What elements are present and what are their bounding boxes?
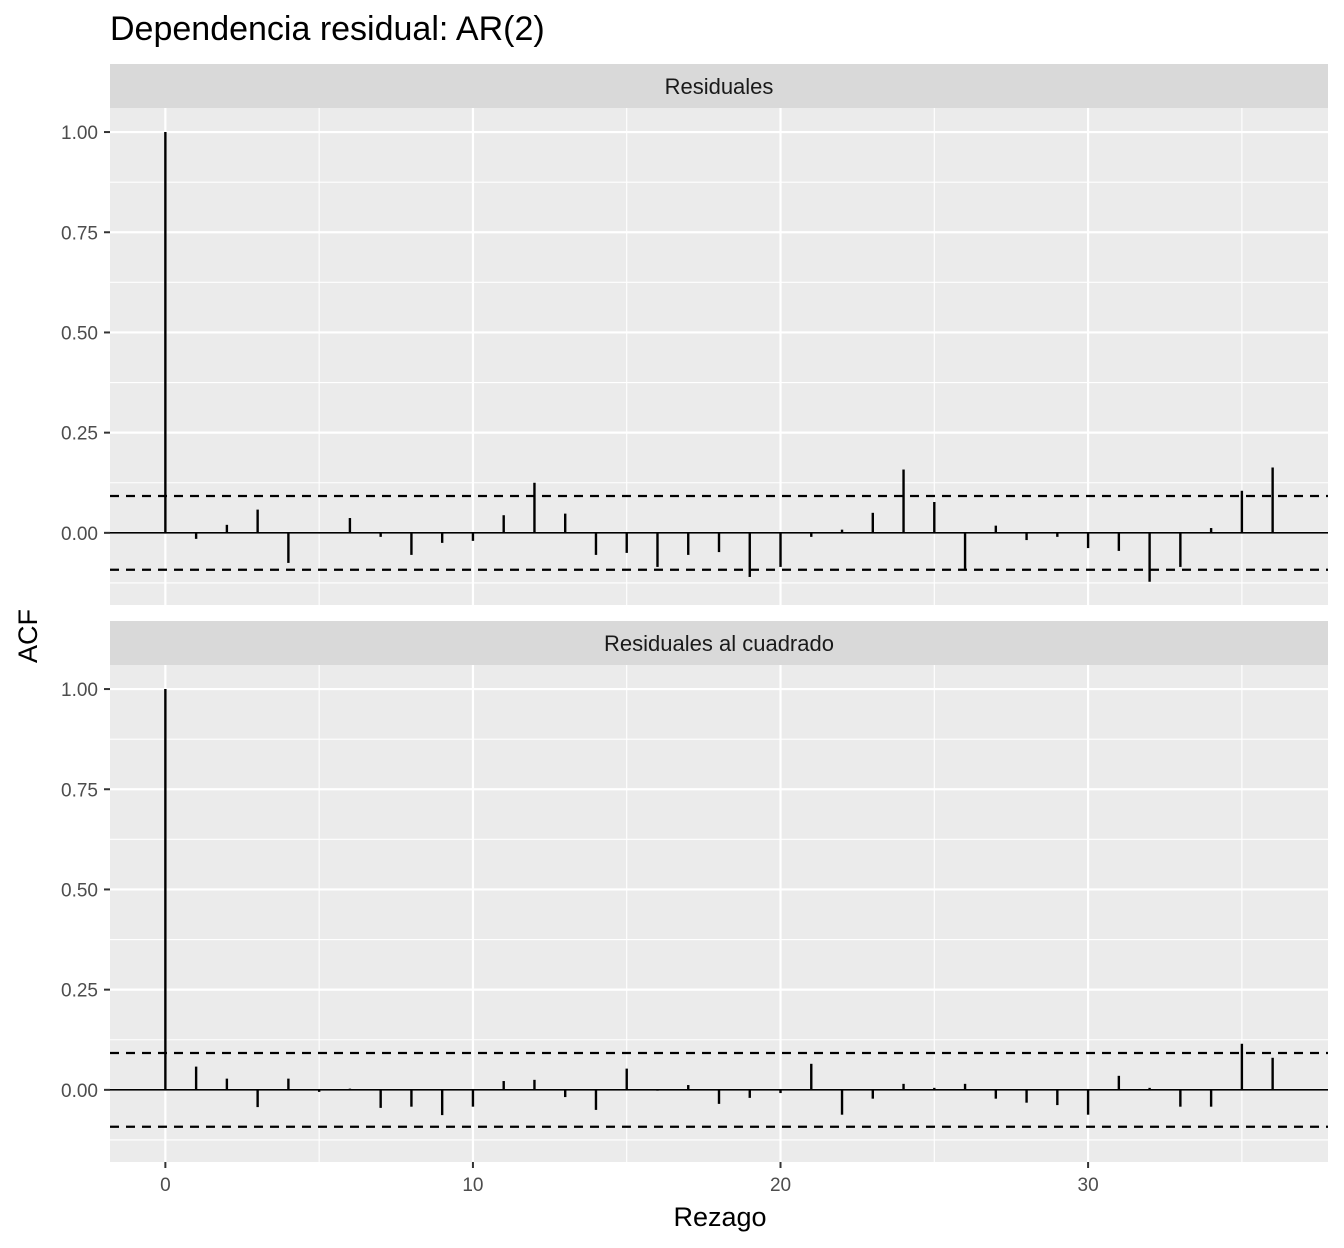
y-tick-label: 0.25 bbox=[61, 424, 98, 445]
facet-panel: Residuales al cuadrado 0.00 0.25 0.50 0.75 1.… bbox=[61, 621, 1328, 1162]
x-axis-title: Rezago bbox=[673, 1202, 766, 1232]
x-tick-label: 20 bbox=[770, 1175, 791, 1196]
y-tick-label: 0.25 bbox=[61, 981, 98, 1002]
y-tick-label: 0.00 bbox=[61, 524, 98, 545]
y-tick-label: 0.00 bbox=[61, 1081, 98, 1102]
y-axis-title: ACF bbox=[13, 609, 43, 663]
facet-panel: Residuales 0.00 0.25 0.50 0.75 1.00 bbox=[61, 64, 1328, 605]
y-tick-label: 1.00 bbox=[61, 680, 98, 701]
facet-strip bbox=[110, 621, 1328, 665]
y-tick-label: 0.75 bbox=[61, 223, 98, 244]
x-tick-label: 30 bbox=[1078, 1175, 1099, 1196]
facet-strip-label: Residuales bbox=[665, 74, 774, 99]
x-tick-label: 0 bbox=[160, 1175, 171, 1196]
y-tick-label: 0.50 bbox=[61, 880, 98, 901]
facet-strip-label: Residuales al cuadrado bbox=[604, 631, 834, 656]
y-tick-label: 1.00 bbox=[61, 123, 98, 144]
chart-title: Dependencia residual: AR(2) bbox=[110, 10, 545, 48]
x-axis: 0 10 20 30 bbox=[160, 1162, 1099, 1196]
panel-background bbox=[110, 108, 1328, 605]
x-tick-label: 10 bbox=[462, 1175, 483, 1196]
panel-background bbox=[110, 665, 1328, 1162]
y-tick-label: 0.75 bbox=[61, 780, 98, 801]
y-tick-label: 0.50 bbox=[61, 323, 98, 344]
facet-panels: Residuales0.000.250.500.751.00Residuales… bbox=[61, 64, 1328, 1162]
facet-strip bbox=[110, 64, 1328, 108]
